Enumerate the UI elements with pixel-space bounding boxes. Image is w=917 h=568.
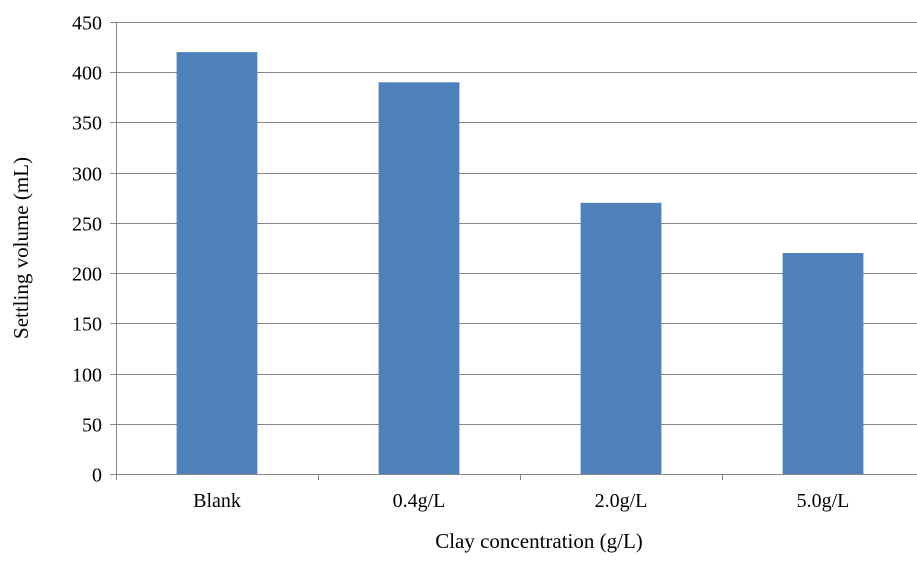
bar-2	[580, 202, 662, 475]
bar-1	[378, 82, 460, 475]
y-tick-label-6: 300	[72, 164, 102, 186]
y-tick-label-1: 50	[82, 415, 102, 437]
y-tick-label-4: 200	[72, 264, 102, 286]
x-tick-label-0: Blank	[193, 490, 241, 512]
y-tick-label-9: 450	[72, 13, 102, 35]
y-tick-label-8: 400	[72, 63, 102, 85]
bar-0	[176, 52, 258, 475]
y-tick-label-5: 250	[72, 214, 102, 236]
x-tick-label-3: 5.0g/L	[797, 490, 850, 512]
x-tick-label-2: 2.0g/L	[595, 490, 648, 512]
bars	[176, 52, 864, 475]
y-tick-label-7: 350	[72, 113, 102, 135]
y-tick-label-2: 100	[72, 365, 102, 387]
y-tick-label-3: 150	[72, 314, 102, 336]
axes	[110, 22, 917, 480]
x-axis-title: Clay concentration (g/L)	[435, 529, 643, 553]
tick-labels: 0 50 100 150 200 250 300 350 400 450 Blank 0.4g/L 2.…	[72, 13, 849, 513]
y-axis-title: Settling volume (mL)	[9, 157, 33, 339]
bar-3	[782, 253, 864, 474]
y-tick-label-0: 0	[92, 465, 102, 487]
x-tick-label-1: 0.4g/L	[393, 490, 446, 512]
